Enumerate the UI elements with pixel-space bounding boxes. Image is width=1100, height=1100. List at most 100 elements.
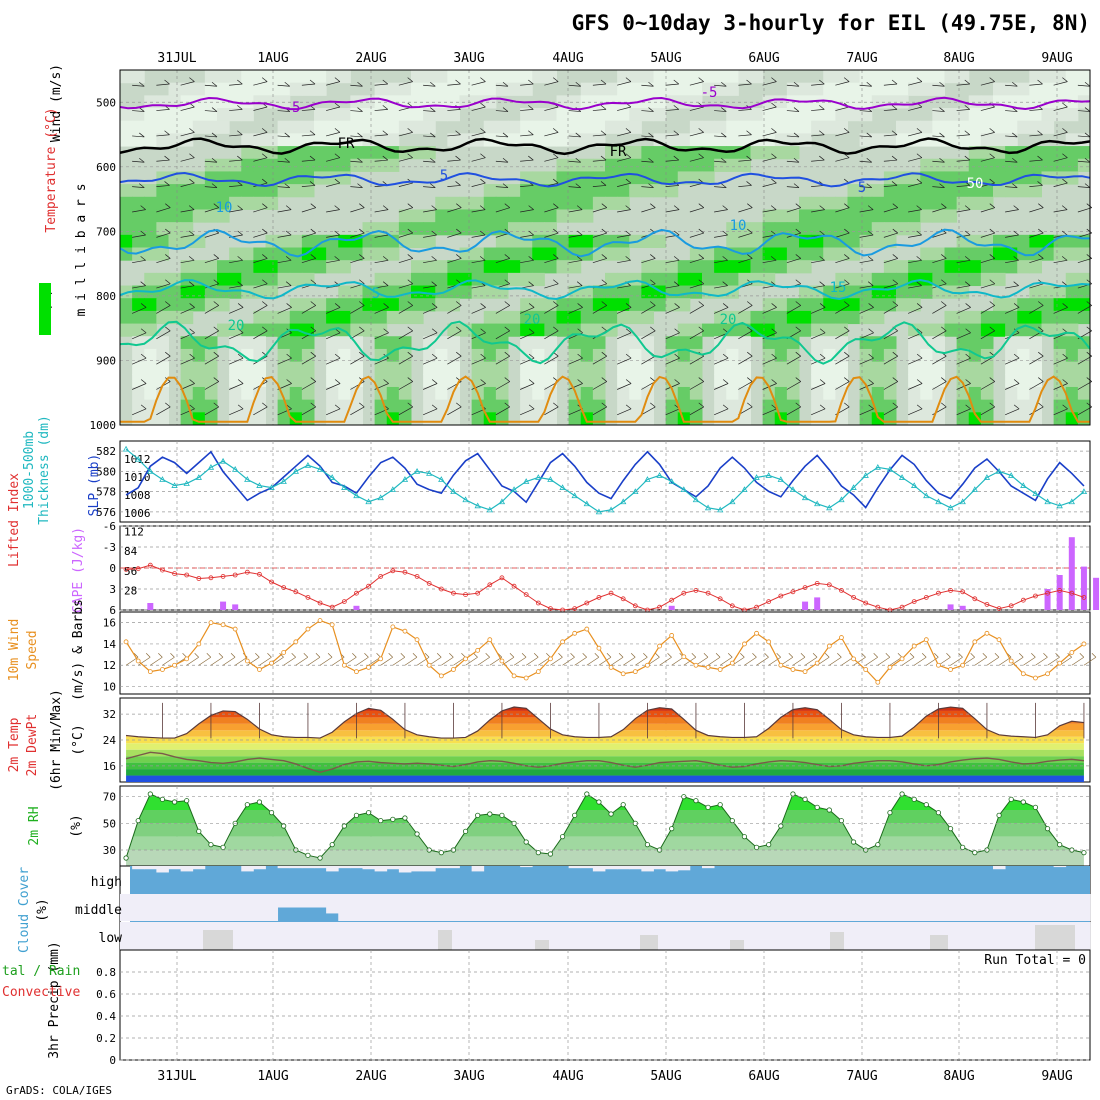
wind-barb-flag: [916, 230, 922, 236]
lifted-marker: [1033, 593, 1038, 599]
cloud-gap: [714, 894, 727, 921]
cape-bar: [1044, 589, 1051, 610]
wind-barb-flag: [989, 326, 995, 332]
wind-barb: [883, 258, 898, 264]
rh-cell: [956, 120, 970, 134]
rh-cell: [799, 108, 812, 122]
lifted-marker: [378, 574, 384, 579]
rh-cell: [871, 285, 885, 299]
rh-cell: [520, 336, 533, 350]
cloud-gap: [471, 922, 485, 950]
wind-barb: [689, 330, 704, 340]
wind-barb: [204, 110, 218, 112]
thickness-marker: [547, 476, 554, 482]
wind-barb: [131, 357, 147, 365]
rh-cell: [508, 184, 521, 198]
wind-barb: [980, 258, 995, 264]
wind10-marker: [705, 664, 711, 670]
rh-cell: [1017, 374, 1030, 388]
rh-cell: [532, 361, 545, 375]
cloud-gap: [483, 922, 497, 950]
wind-barb-flag: [844, 228, 850, 234]
rh-cell: [314, 158, 327, 172]
wind10-barb: [1083, 656, 1097, 666]
lifted-marker: [911, 599, 917, 604]
wind-barb: [132, 234, 146, 238]
rh-cell: [568, 412, 582, 426]
rh-cell: [811, 361, 824, 375]
lifted-marker: [1008, 603, 1014, 609]
wind-barb-flag: [625, 230, 631, 236]
rh-marker: [960, 844, 966, 850]
wind10-marker: [220, 622, 226, 628]
wind-barb-flag: [989, 279, 995, 285]
rh-cell: [1077, 247, 1091, 261]
thickness-marker: [826, 504, 833, 511]
cloud-gap: [835, 894, 848, 921]
cloud-gap: [132, 866, 145, 870]
wind-barb-flag: [165, 351, 171, 357]
rh-cell: [144, 310, 157, 325]
rh-cell: [447, 361, 460, 375]
wind-barb-flag: [747, 203, 753, 208]
rh-cell: [532, 272, 545, 287]
cloud-gap: [362, 866, 376, 870]
rh-cell: [338, 247, 351, 261]
wind-barb-flag: [211, 183, 218, 188]
rh-cell: [605, 247, 618, 261]
rh-cell: [617, 146, 630, 160]
wind-barb-flag: [819, 353, 826, 359]
rh-cell: [301, 234, 315, 248]
cloud-gap: [326, 894, 339, 914]
wind10-barb-flag: [158, 652, 163, 658]
rh-cell: [1017, 298, 1030, 312]
rh-cell: [241, 260, 254, 274]
wind-barb-flag: [528, 328, 535, 334]
contour-label: 50: [967, 176, 984, 192]
wind-barb-flag: [1013, 205, 1019, 210]
wind-barb: [1077, 232, 1092, 238]
rh-cell: [471, 209, 485, 223]
wind-barb-flag: [601, 402, 607, 408]
low-cloud-patch: [1035, 925, 1075, 950]
rh-cell: [762, 348, 776, 363]
wind-barb: [908, 259, 922, 264]
rh-cell: [495, 209, 509, 223]
wind-barb: [568, 186, 581, 188]
rh-cell: [1029, 184, 1042, 198]
thickness-marker: [1032, 490, 1039, 497]
rh-cell: [762, 260, 776, 274]
rh-cell: [520, 196, 533, 210]
rh-cell: [120, 222, 133, 236]
rh-cell: [192, 374, 206, 388]
rh-cell: [132, 285, 145, 299]
thickness-marker: [535, 474, 542, 480]
wind-barb-flag: [165, 402, 171, 408]
wind10-barb: [441, 656, 454, 666]
rh-cell: [726, 272, 739, 287]
wind-barb: [907, 408, 923, 416]
wind-barb-flag: [407, 351, 413, 357]
wind-barb-flag: [721, 107, 727, 112]
wind-barb-flag: [528, 205, 534, 210]
wind10-marker: [814, 660, 820, 666]
rh-cell: [1065, 285, 1079, 299]
cloud-gap: [508, 922, 521, 950]
wind-barb: [447, 207, 462, 213]
wind10-barb-flag: [424, 652, 430, 658]
wind-barb-flag: [140, 328, 147, 334]
rh-cell: [144, 336, 157, 350]
rh-cell: [301, 171, 315, 185]
rh-cell: [338, 260, 351, 274]
wind-barb: [156, 355, 171, 365]
wind10-marker: [499, 658, 505, 664]
wind-barb: [932, 305, 947, 314]
wind-barb: [665, 159, 679, 162]
rh-cell: [192, 196, 206, 210]
wind-barb-flag: [310, 228, 316, 234]
rh-cell: [156, 412, 169, 426]
rh-cell: [338, 386, 351, 401]
wind10-barb: [162, 656, 175, 666]
wind-barb-flag: [819, 379, 826, 384]
wind-barb-flag: [601, 377, 607, 382]
